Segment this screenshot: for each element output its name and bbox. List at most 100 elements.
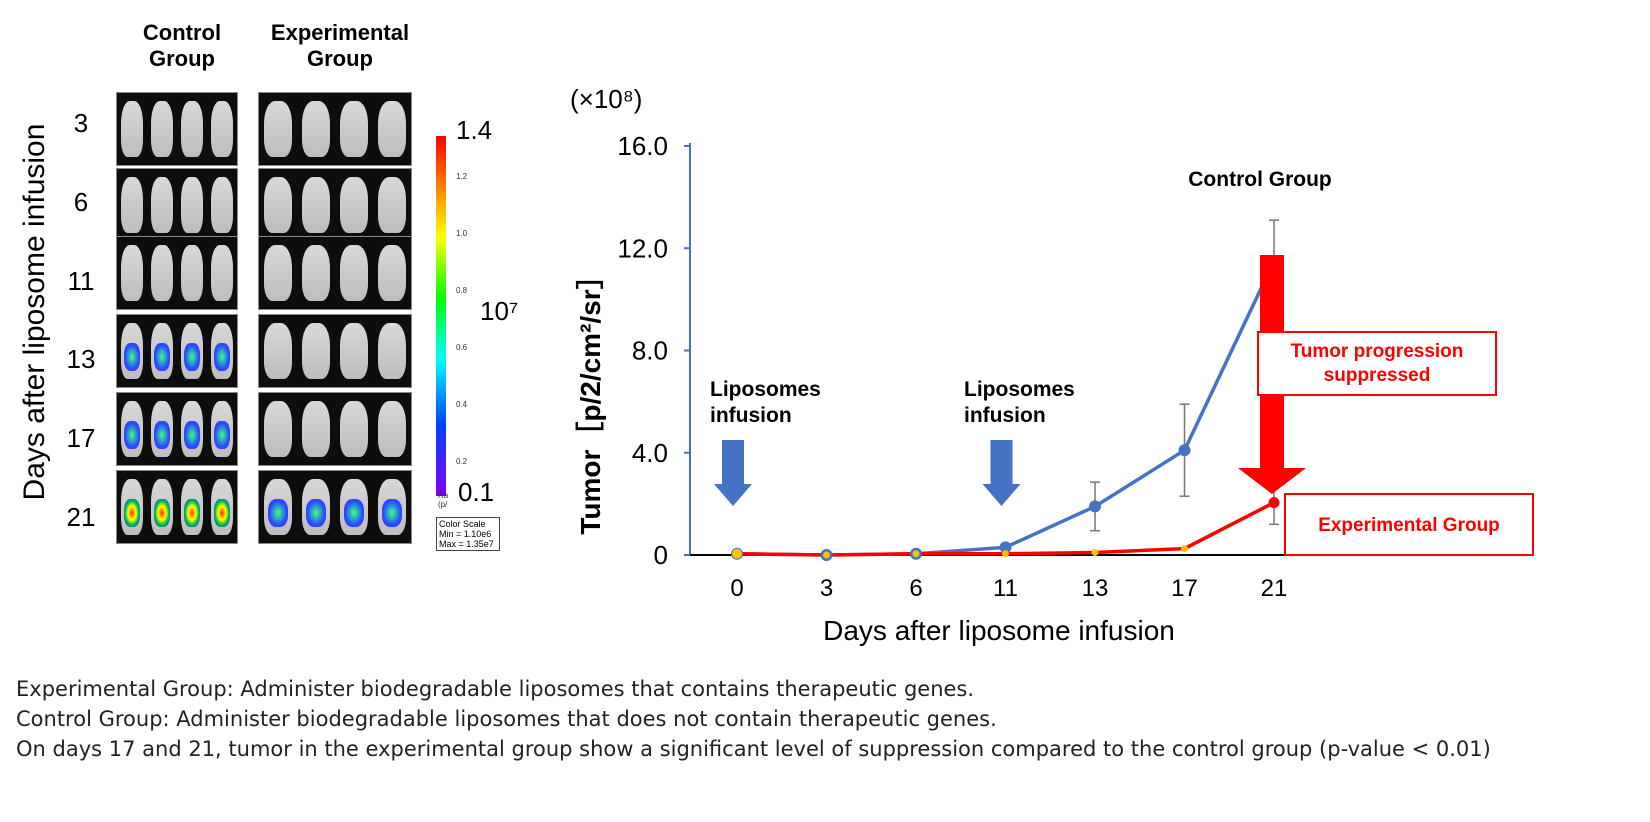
colorbar-unit-line1: Ra (438, 491, 449, 500)
suppressed-label-line2: suppressed (1324, 365, 1431, 386)
signal-overlay (184, 420, 200, 449)
mouse-silhouette (264, 245, 292, 301)
experimental-title-line1: Experimental (270, 20, 410, 45)
color-scale-bar (436, 136, 446, 496)
mouse-silhouette (181, 401, 203, 457)
mouse-silhouette (151, 401, 173, 457)
mouse-silhouette (378, 101, 406, 157)
mouse-silhouette (302, 401, 330, 457)
image-panel-ylabel: Days after liposome infusion (18, 123, 51, 501)
signal-overlay (124, 420, 140, 449)
experimental-point-day-0 (733, 550, 741, 558)
suppressed-box (1257, 331, 1497, 396)
mouse-silhouette (378, 323, 406, 379)
experimental-point-day-13 (1091, 548, 1099, 556)
x-tick-label: 21 (1261, 575, 1288, 602)
caption-control: Control Group: Administer biodegradable … (16, 707, 997, 731)
mouse-silhouette (302, 177, 330, 233)
x-tick-label: 11 (993, 575, 1018, 602)
mouse-silhouette (211, 245, 233, 301)
colorbar-unit-label: Ra (p/ (438, 491, 448, 509)
control-title-line2: Group (149, 46, 215, 71)
x-tick-label: 6 (909, 575, 922, 602)
mouse-silhouette (264, 479, 292, 535)
infusion-arrow (982, 440, 1021, 506)
y-multiplier: (×10⁸) (570, 84, 642, 114)
suppressed-label-line1: Tumor progression (1291, 341, 1464, 362)
infusion-arrows: Liposomes infusion Liposomes infusion (710, 378, 1075, 506)
y-tick-label: 4.0 (632, 438, 668, 468)
signal-overlay (184, 498, 200, 527)
signal-overlay (124, 342, 140, 371)
signal-overlay (154, 342, 170, 371)
experimental-point-day-21 (1268, 497, 1280, 509)
signal-overlay (214, 420, 230, 449)
x-axis-label: Days after liposome infusion (823, 615, 1175, 646)
control-title-line1: Control (142, 20, 222, 45)
control-group-label: Control Group (1188, 168, 1331, 191)
experimental-group-box (1284, 493, 1534, 556)
experimental-mice-image-day-11 (258, 236, 412, 310)
day-label-3: 3 (73, 108, 89, 138)
infusion-label-line2: infusion (710, 404, 792, 427)
day-label-6: 6 (73, 187, 89, 217)
mouse-silhouette (340, 479, 368, 535)
colorbar-max-label: 1.4 (456, 115, 493, 145)
mouse-silhouette (340, 101, 368, 157)
mouse-silhouette (340, 245, 368, 301)
colorbar-min-label: 0.1 (458, 477, 495, 507)
mouse-silhouette (151, 101, 173, 157)
mouse-silhouette (121, 245, 143, 301)
colorbar-tick-0.4: 0.4 (456, 400, 468, 409)
experimental-point-day-3 (823, 551, 830, 559)
y-tick-label: 16.0 (617, 131, 668, 161)
experimental-mice-image-day-17 (258, 392, 412, 466)
infusion-label-line2: infusion (964, 404, 1046, 427)
x-tick-label: 0 (730, 575, 743, 602)
mouse-silhouette (302, 101, 330, 157)
y-ticks: 0 4.0 8.0 12.0 16.0 (617, 131, 690, 570)
experimental-group-label: Experimental Group (1318, 515, 1500, 536)
x-tick-label: 3 (820, 575, 833, 602)
colorbar-unit-line2: (p/ (438, 500, 448, 509)
day-label-17: 17 (66, 423, 96, 453)
signal-overlay (184, 342, 200, 371)
experimental-point-day-17 (1181, 545, 1188, 553)
signal-overlay (124, 498, 140, 527)
mouse-silhouette (181, 101, 203, 157)
mouse-silhouette (121, 101, 143, 157)
mouse-silhouette (151, 479, 173, 535)
mouse-silhouette (340, 401, 368, 457)
colorbar-tick-1.0: 1.0 (456, 229, 468, 238)
experimental-mice-image-day-3 (258, 92, 412, 166)
experimental-mice-image-day-21 (258, 470, 412, 544)
mouse-silhouette (264, 101, 292, 157)
day-label-21: 21 (66, 502, 96, 532)
mouse-silhouette (378, 401, 406, 457)
mouse-silhouette (181, 245, 203, 301)
control-mice-image-day-21 (116, 470, 238, 544)
day-label-13: 13 (66, 344, 96, 374)
tumor-line-chart: (×10⁸) Tumor［p/2/cm²/sr］ Days after lipo… (570, 84, 1534, 646)
signal-overlay (268, 498, 288, 527)
day-label-11: 11 (67, 266, 95, 296)
mouse-silhouette (378, 177, 406, 233)
colorbar-tick-0.8: 0.8 (456, 286, 468, 295)
mouse-silhouette (211, 479, 233, 535)
mouse-silhouette (181, 479, 203, 535)
mouse-silhouette (378, 479, 406, 535)
mouse-silhouette (121, 479, 143, 535)
signal-overlay (154, 498, 170, 527)
mouse-silhouette (264, 401, 292, 457)
mouse-silhouette (121, 177, 143, 233)
control-mice-image-day-6 (116, 168, 238, 242)
y-tick-label: 0 (654, 540, 668, 570)
x-tick-label: 13 (1082, 575, 1109, 602)
control-point-day-13 (1089, 500, 1101, 513)
mouse-silhouette (211, 323, 233, 379)
colorbar-tick-0.2: 0.2 (456, 457, 468, 466)
color-scale-max: Max = 1.35e7 (439, 539, 494, 549)
signal-overlay (154, 420, 170, 449)
mouse-silhouette (181, 323, 203, 379)
mouse-silhouette (340, 323, 368, 379)
